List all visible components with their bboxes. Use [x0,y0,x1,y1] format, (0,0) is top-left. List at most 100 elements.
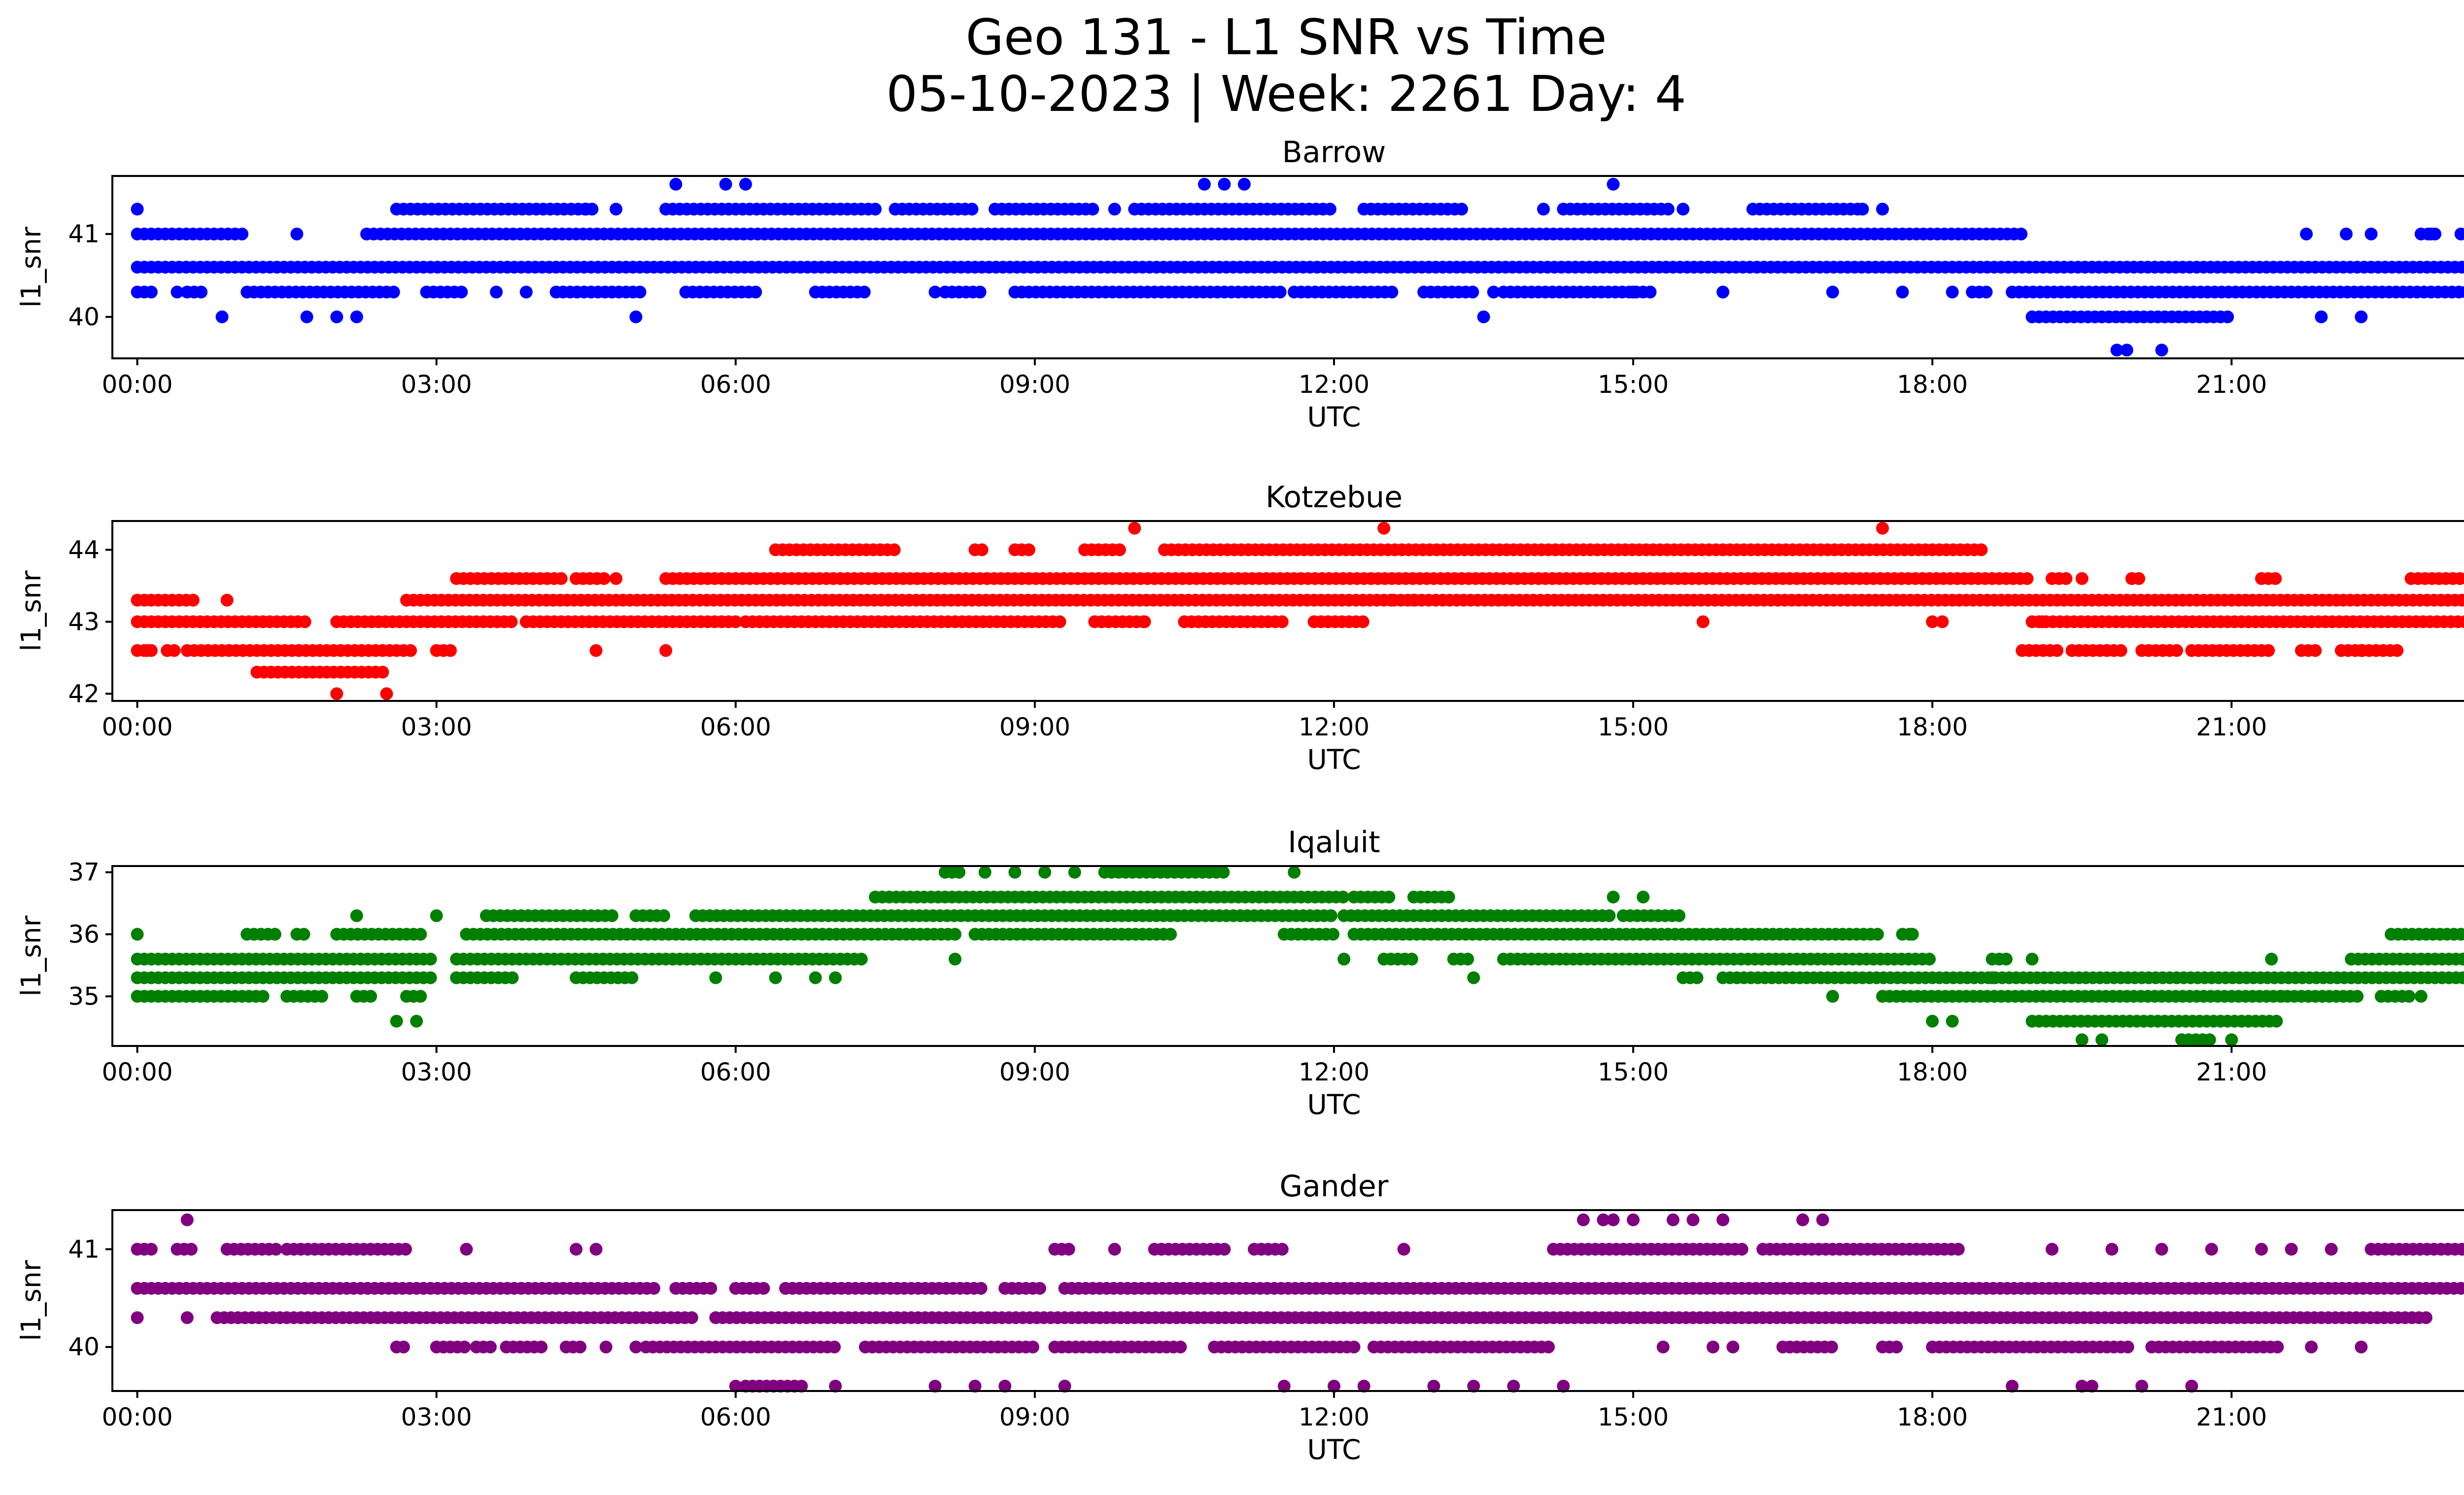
data-point [629,1340,643,1354]
data-point [704,1282,718,1295]
data-point [869,203,882,216]
x-tick-label: 03:00 [401,370,472,399]
data-point [709,971,722,984]
data-point [2275,990,2288,1003]
data-point [350,909,363,922]
x-tick-label: 12:00 [1299,713,1369,741]
data-point [1906,928,1919,941]
data-point [2225,1033,2238,1046]
data-point [1164,928,1177,941]
data-point [1796,1213,1810,1226]
data-point [829,971,842,984]
data-point [1455,203,1468,216]
data-point [2355,644,2368,657]
data-point [965,203,979,216]
data-point [2020,572,2034,585]
data-point [2461,929,2464,939]
data-point [2269,572,2282,585]
data-point [1324,909,1337,922]
data-point [580,203,593,216]
x-tick-label: 12:00 [1299,1403,1369,1431]
y-tick-label: 35 [68,982,100,1010]
x-tick-label: 18:00 [1897,1058,1968,1086]
data-point [410,1014,423,1028]
data-point [186,593,200,607]
data-point [1716,285,1730,299]
data-point [1327,928,1339,941]
data-point [719,177,732,191]
data-point [2170,644,2183,657]
data-point [455,285,468,299]
data-point [2262,644,2275,657]
data-point [1735,1243,1748,1256]
data-point [268,928,281,941]
data-point [2459,286,2464,298]
data-point [1677,203,1690,216]
data-point [2114,644,2127,657]
data-point [657,909,671,922]
data-point [444,644,457,657]
data-point [1696,615,1710,628]
data-point [769,971,782,984]
subplots: Barrow 00:00 03:00 06:00 09:00 12:00 15:00 18:0… [15,135,2464,1465]
data-point [610,203,622,216]
data-point [2035,615,2049,628]
x-tick-label: 12:00 [1299,1058,1369,1086]
data-point [1086,203,1099,216]
data-point [2221,310,2234,323]
figure-title-line-1: Geo 131 - L1 SNR vs Time [966,8,1607,66]
data-point [1627,285,1640,299]
y-tick-label: 40 [68,1333,100,1361]
data-point [131,1311,144,1324]
data-point [1033,1282,1046,1295]
x-tick-label: 09:00 [999,370,1070,399]
x-tick-label: 21:00 [2196,1403,2267,1431]
data-point [1667,1213,1679,1226]
data-point [1985,971,1999,984]
data-point [2059,572,2073,585]
data-point [1716,1213,1730,1226]
data-point [2305,1340,2318,1354]
data-point [519,285,533,299]
data-point [414,928,427,941]
data-point [1936,615,1949,628]
data-point [574,1340,587,1354]
data-point [974,1282,988,1295]
data-point [1128,522,1141,535]
data-point [633,285,647,299]
data-point [973,285,987,299]
data-point [1673,909,1686,922]
data-point [669,177,683,191]
data-point [1542,1340,1555,1354]
data-point [1896,285,1909,299]
x-tick-label: 06:00 [700,713,771,741]
data-point [1627,1213,1640,1226]
data-point [855,952,868,966]
y-tick-label: 36 [68,920,100,948]
data-point [1816,1213,1829,1226]
data-point [1637,890,1650,904]
data-point [1876,522,1889,535]
x-tick-label: 06:00 [700,1058,771,1086]
data-point [2110,344,2123,357]
data-point [1856,203,1869,216]
data-point [1275,1243,1289,1256]
data-point [2455,593,2464,607]
data-point [685,1311,698,1324]
x-tick-label: 15:00 [1598,1058,1669,1086]
data-point [2355,310,2368,323]
data-point [1336,890,1350,904]
data-point [2270,1014,2283,1028]
data-point [1926,615,1939,628]
y-tick-label: 37 [68,858,100,887]
data-point [424,952,437,966]
data-point [1661,203,1675,216]
data-point [1946,285,1959,299]
data-point [2462,596,2464,605]
data-points [131,522,2464,700]
data-point [144,1243,158,1256]
data-points [131,177,2464,357]
subplot-gander: Gander 00:00 03:00 06:00 09:00 12:00 15:00 18:0… [15,1169,2464,1465]
x-tick-label: 18:00 [1897,1403,1968,1431]
